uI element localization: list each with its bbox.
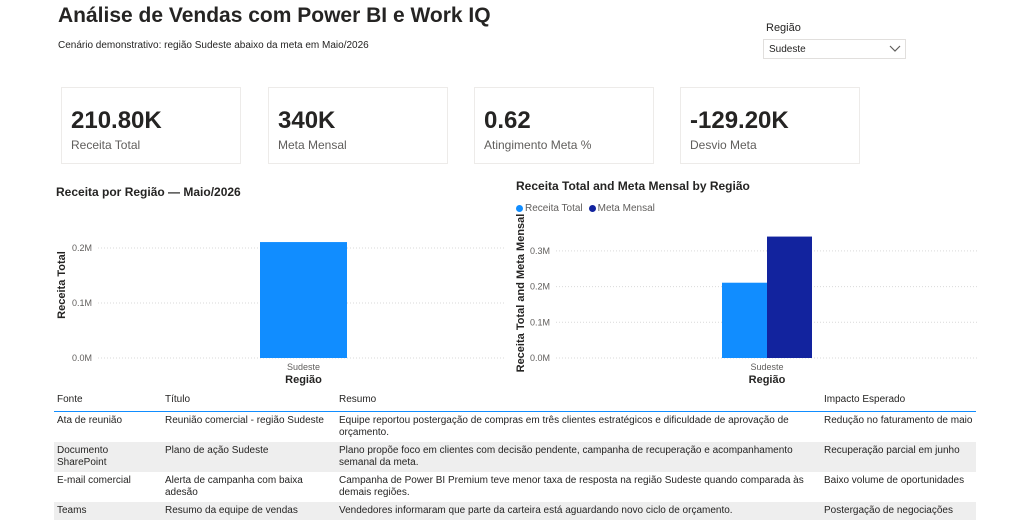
- kpi-value: 0.62: [484, 107, 531, 134]
- cell-fonte: Teams: [54, 502, 162, 520]
- y-axis-title: Receita Total: [56, 251, 68, 319]
- kpi-label: Atingimento Meta %: [484, 138, 592, 152]
- col-header-fonte[interactable]: Fonte: [54, 390, 162, 412]
- insights-table: Fonte Título Resumo Impacto Esperado Ata…: [54, 390, 976, 520]
- kpi-label: Desvio Meta: [690, 138, 757, 152]
- chart1-title: Receita por Região — Maio/2026: [56, 185, 241, 199]
- kpi-card-desvio-meta: -129.20K Desvio Meta: [680, 87, 860, 164]
- cell-fonte: Documento SharePoint: [54, 442, 162, 472]
- cell-impacto: Baixo volume de oportunidades: [824, 475, 965, 486]
- y-tick-label: 0.0M: [72, 353, 92, 363]
- cell-fonte: Ata de reunião: [57, 415, 123, 426]
- cell-titulo: Reunião comercial - região Sudeste: [165, 415, 324, 426]
- kpi-card-receita-total: 210.80K Receita Total: [61, 87, 241, 164]
- kpi-value: -129.20K: [690, 107, 789, 134]
- legend-item-receita[interactable]: Receita Total: [516, 203, 583, 214]
- col-header-impacto[interactable]: Impacto Esperado: [821, 390, 976, 412]
- legend-label-receita: Receita Total: [525, 203, 583, 214]
- cell-titulo: Alerta de campanha com baixa adesão: [165, 475, 303, 498]
- page-subtitle: Cenário demonstrativo: região Sudeste ab…: [58, 40, 369, 51]
- kpi-label: Receita Total: [71, 138, 141, 152]
- page-title: Análise de Vendas com Power BI e Work IQ: [58, 4, 491, 27]
- y-tick-label: 0.2M: [72, 243, 92, 253]
- region-slicer-label: Região: [766, 22, 801, 34]
- chart2-legend: Receita Total Meta Mensal: [516, 203, 661, 214]
- cell-resumo: Plano propõe foco em clientes com decisã…: [336, 442, 821, 472]
- cell-impacto: Recuperação parcial em junho: [821, 442, 976, 472]
- chevron-down-icon: [889, 45, 901, 52]
- legend-dot-meta: [588, 205, 596, 212]
- kpi-label: Meta Mensal: [278, 138, 347, 152]
- y-tick-label: 0.1M: [72, 298, 92, 308]
- kpi-card-atingimento-meta: 0.62 Atingimento Meta %: [474, 87, 654, 164]
- legend-item-meta[interactable]: Meta Mensal: [588, 203, 655, 214]
- col-header-resumo[interactable]: Resumo: [336, 390, 821, 412]
- kpi-card-meta-mensal: 340K Meta Mensal: [268, 87, 448, 164]
- cell-resumo: Vendedores informaram que parte da carte…: [336, 502, 821, 520]
- cell-fonte: E-mail comercial: [57, 475, 131, 486]
- kpi-value: 210.80K: [71, 107, 162, 134]
- chart2-title: Receita Total and Meta Mensal by Região: [516, 179, 750, 193]
- legend-label-meta: Meta Mensal: [597, 203, 655, 214]
- table-row[interactable]: Documento SharePoint Plano de ação Sudes…: [54, 442, 976, 472]
- cell-resumo: Equipe reportou postergação de compras e…: [339, 415, 789, 438]
- kpi-value: 340K: [278, 107, 336, 134]
- x-axis-title: Região: [285, 374, 322, 386]
- cell-impacto: Postergação de negociações: [821, 502, 976, 520]
- cell-titulo: Plano de ação Sudeste: [162, 442, 336, 472]
- legend-dot-receita: [516, 205, 523, 212]
- cell-titulo: Resumo da equipe de vendas: [162, 502, 336, 520]
- table-row[interactable]: Ata de reunião Reunião comercial - regiã…: [54, 412, 976, 443]
- x-tick-label: Sudeste: [287, 362, 320, 372]
- table-row[interactable]: Teams Resumo da equipe de vendas Vendedo…: [54, 502, 976, 520]
- region-slicer-value: Sudeste: [769, 44, 806, 55]
- table-header-row: Fonte Título Resumo Impacto Esperado: [54, 390, 976, 412]
- table-row[interactable]: E-mail comercial Alerta de campanha com …: [54, 472, 976, 502]
- cell-resumo: Campanha de Power BI Premium teve menor …: [339, 475, 804, 498]
- col-header-titulo[interactable]: Título: [162, 390, 336, 412]
- region-slicer-dropdown[interactable]: Sudeste: [763, 39, 906, 59]
- bar-receita: [260, 242, 347, 358]
- cell-impacto: Redução no faturamento de maio: [824, 415, 973, 426]
